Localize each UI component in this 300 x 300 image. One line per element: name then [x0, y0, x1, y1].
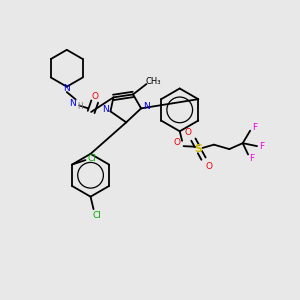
Text: O: O: [173, 138, 180, 147]
Text: Cl: Cl: [88, 154, 96, 163]
Text: Cl: Cl: [92, 211, 101, 220]
Text: O: O: [92, 92, 99, 101]
Text: F: F: [252, 123, 257, 132]
Text: CH₃: CH₃: [145, 77, 161, 86]
Text: O: O: [205, 161, 212, 170]
Text: H: H: [78, 101, 83, 110]
Text: N: N: [143, 102, 150, 111]
Text: F: F: [249, 154, 254, 164]
Text: F: F: [259, 142, 264, 151]
Text: N: N: [102, 105, 109, 114]
Text: O: O: [185, 128, 192, 137]
Text: N: N: [63, 84, 70, 93]
Text: S: S: [194, 144, 202, 154]
Text: N: N: [69, 98, 76, 107]
